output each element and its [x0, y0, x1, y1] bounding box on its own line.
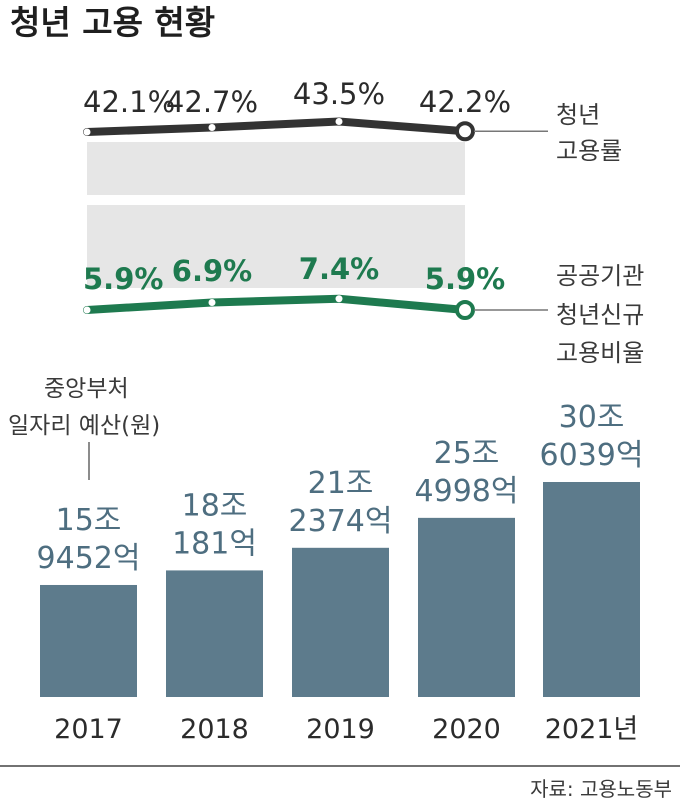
public-hiring-line	[83, 294, 469, 314]
employment-legend-line1: 청년	[556, 101, 600, 129]
public-hiring-value-label: 7.4%	[299, 252, 379, 286]
employment-rate-value-label: 42.7%	[166, 85, 258, 119]
employment-rate-point	[208, 124, 216, 131]
budget-bar-label-trillion: 15조	[56, 503, 122, 538]
year-axis-label: 2019	[306, 714, 375, 745]
employment-rate-line	[83, 117, 469, 136]
budget-bar-label-trillion: 30조	[559, 400, 625, 435]
source-note: 자료: 고용노동부	[530, 777, 672, 801]
budget-bar	[543, 482, 640, 697]
hiring-legend-line2: 청년신규	[556, 301, 644, 329]
employment-legend-line2: 고용률	[556, 137, 622, 165]
budget-bar-label-billion: 181억	[172, 526, 257, 561]
year-axis-label: 2020	[432, 714, 501, 745]
budget-bar	[292, 547, 389, 697]
hiring-legend-line3: 고용비율	[556, 339, 644, 367]
employment-rate-point	[455, 121, 475, 142]
budget-bar-label-trillion: 21조	[308, 466, 374, 501]
budget-bar	[166, 570, 263, 697]
shaded-band-lower	[87, 205, 465, 288]
hiring-legend-line1: 공공기관	[556, 262, 644, 290]
employment-rate-point	[335, 118, 343, 125]
year-axis-label: 2017	[54, 714, 123, 745]
budget-bar-label-billion: 9452억	[37, 541, 141, 576]
chart-title: 청년 고용 현황	[10, 3, 215, 42]
budget-bar-label-billion: 2374억	[289, 504, 393, 539]
public-hiring-value-label: 6.9%	[172, 254, 252, 288]
public-hiring-value-label: 5.9%	[425, 262, 505, 296]
employment-rate-value-label: 43.5%	[293, 77, 385, 111]
shaded-band-upper	[87, 142, 465, 195]
budget-bar	[40, 584, 137, 697]
employment-rate-line-group: 42.1%42.7% 43.5% 42.2%	[83, 77, 548, 142]
public-hiring-point	[455, 300, 475, 320]
budget-title-line2: 일자리 예산(원)	[8, 413, 160, 439]
public-hiring-point	[83, 306, 91, 314]
budget-bar-label-billion: 4998억	[415, 474, 519, 509]
public-hiring-point	[208, 299, 216, 306]
year-axis-label: 2021년	[545, 714, 639, 745]
budget-bar-label-trillion: 25조	[434, 436, 500, 471]
public-hiring-value-label: 5.9%	[83, 262, 163, 296]
budget-title-line1: 중앙부처	[44, 376, 129, 402]
employment-rate-value-label: 42.1%	[83, 85, 175, 119]
employment-rate-value-label: 42.2%	[419, 85, 511, 119]
public-hiring-point	[335, 295, 343, 303]
budget-bar-label-billion: 6039억	[540, 438, 644, 473]
employment-rate-point	[83, 128, 91, 136]
year-axis-label: 2018	[180, 714, 249, 745]
public-hiring-line-group: 5.9% 6.9% 7.4% 5.9%	[83, 252, 548, 320]
budget-bar-label-trillion: 18조	[182, 488, 248, 523]
budget-bar	[418, 517, 515, 697]
